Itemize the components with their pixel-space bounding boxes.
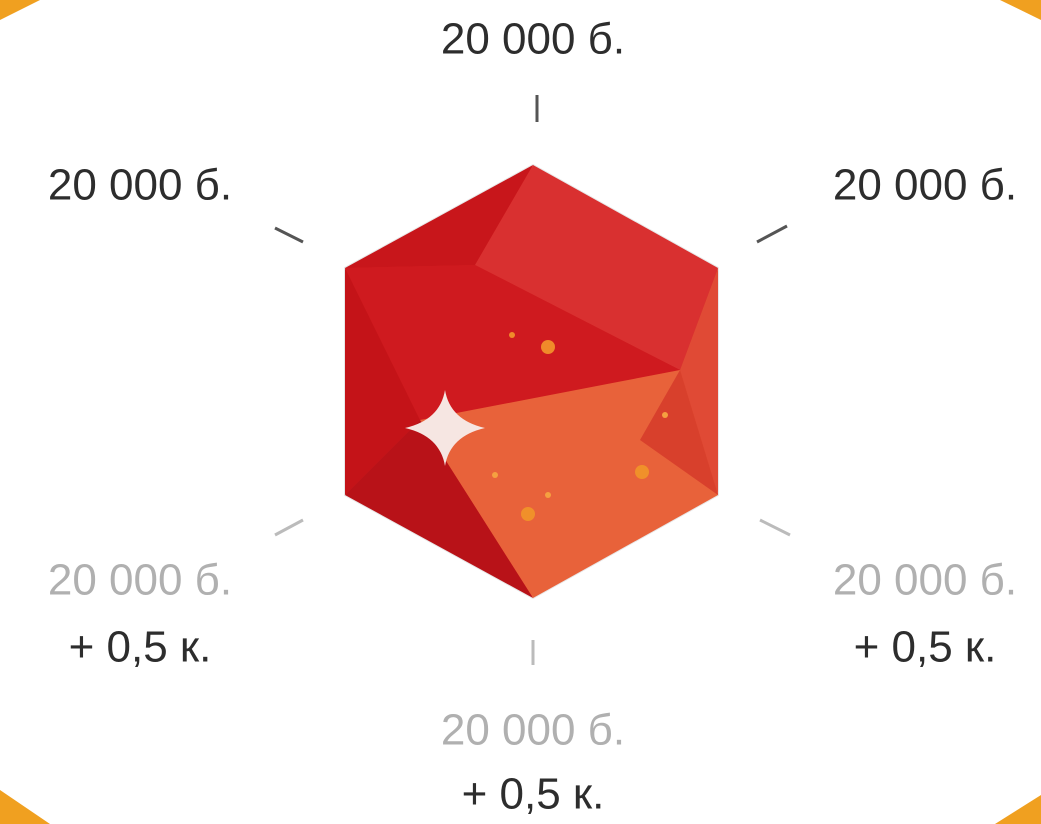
tick <box>757 226 787 242</box>
corner-decor <box>995 795 1041 824</box>
corner-decor <box>0 790 50 824</box>
reward-bonus: + 0,5 к. <box>854 623 997 672</box>
tick <box>275 520 303 535</box>
reward-cost: 20 000 б. <box>833 556 1017 605</box>
tick <box>275 228 303 242</box>
tick <box>760 520 790 535</box>
reward-bonus: + 0,5 к. <box>69 623 212 672</box>
corner-decor <box>0 0 40 20</box>
ruby-gem <box>345 165 718 598</box>
reward-cost: 20 000 б. <box>833 161 1017 210</box>
reward-hexagon: 20 000 б. 20 000 б. 20 000 б. 20 000 б. … <box>0 0 1041 824</box>
reward-bonus: + 0,5 к. <box>462 770 605 819</box>
reward-cost: 20 000 б. <box>441 15 625 64</box>
reward-cost: 20 000 б. <box>48 556 232 605</box>
reward-cost: 20 000 б. <box>441 706 625 755</box>
reward-cost: 20 000 б. <box>48 161 232 210</box>
corner-decor <box>1000 0 1041 20</box>
